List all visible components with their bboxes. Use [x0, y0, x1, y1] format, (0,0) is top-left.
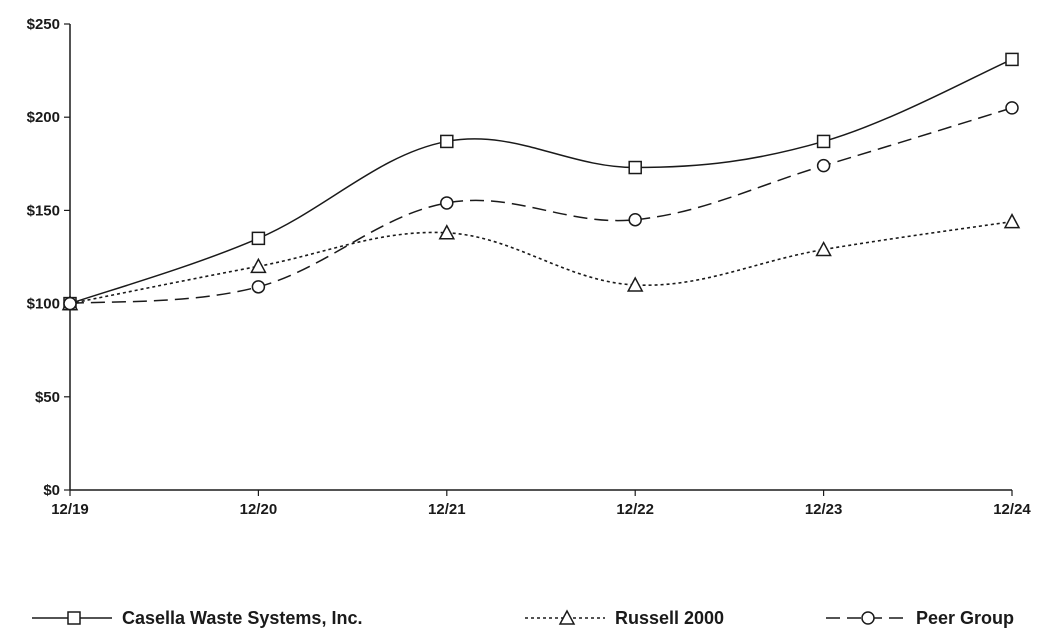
casella-point [440, 134, 454, 149]
legend-item-peer-group: Peer Group [826, 608, 1014, 628]
russell-2000-point [250, 257, 267, 274]
x-tick-label: 12/24 [993, 501, 1031, 518]
legend-swatch-marker [558, 609, 576, 625]
russell-2000-point [815, 240, 832, 257]
y-tick-label: $100 [27, 296, 60, 313]
x-tick-label: 12/23 [805, 501, 843, 518]
x-tick-label: 12/21 [428, 501, 466, 518]
casella-point [251, 231, 266, 246]
russell-2000-point [1003, 213, 1021, 229]
peer-group-point [63, 296, 77, 311]
y-axis-ticks: $0 $50 $100 $150 $200 $250 [27, 16, 70, 499]
series-markers [61, 52, 1021, 311]
y-tick-label: $0 [43, 482, 60, 499]
legend-label: Russell 2000 [615, 608, 724, 628]
y-tick-label: $50 [35, 389, 60, 406]
legend-label: Casella Waste Systems, Inc. [122, 608, 362, 628]
legend-swatch-marker [861, 611, 875, 625]
peer-group-point [816, 158, 831, 173]
chart-axes [69, 24, 1012, 491]
legend-item-casella: Casella Waste Systems, Inc. [32, 608, 362, 628]
legend-item-russell-2000: Russell 2000 [525, 608, 724, 628]
russell-2000-point [626, 276, 644, 292]
russell-2000-line [69, 220, 1013, 305]
y-tick-label: $150 [27, 202, 60, 219]
legend-swatch-marker [67, 611, 81, 625]
legend-label: Peer Group [916, 608, 1014, 628]
casella-point [1005, 52, 1019, 67]
russell-2000-point [438, 224, 456, 240]
legend: Casella Waste Systems, Inc. Russell 2000 P… [32, 608, 1014, 628]
x-tick-label: 12/22 [616, 501, 654, 518]
casella-point [628, 160, 642, 175]
series-lines [69, 58, 1013, 305]
peer-group-point [1005, 101, 1019, 115]
peer-group-point [440, 196, 454, 210]
casella-line [69, 58, 1013, 305]
x-axis-ticks: 12/19 12/20 12/21 12/22 12/23 12/24 [51, 490, 1031, 518]
peer-group-point [251, 280, 266, 294]
y-tick-label: $200 [27, 109, 60, 126]
x-tick-label: 12/20 [240, 501, 278, 518]
peer-group-line [69, 107, 1013, 305]
x-tick-label: 12/19 [51, 501, 89, 518]
casella-point [816, 134, 831, 149]
y-tick-label: $250 [27, 16, 60, 33]
peer-group-point [628, 212, 642, 227]
